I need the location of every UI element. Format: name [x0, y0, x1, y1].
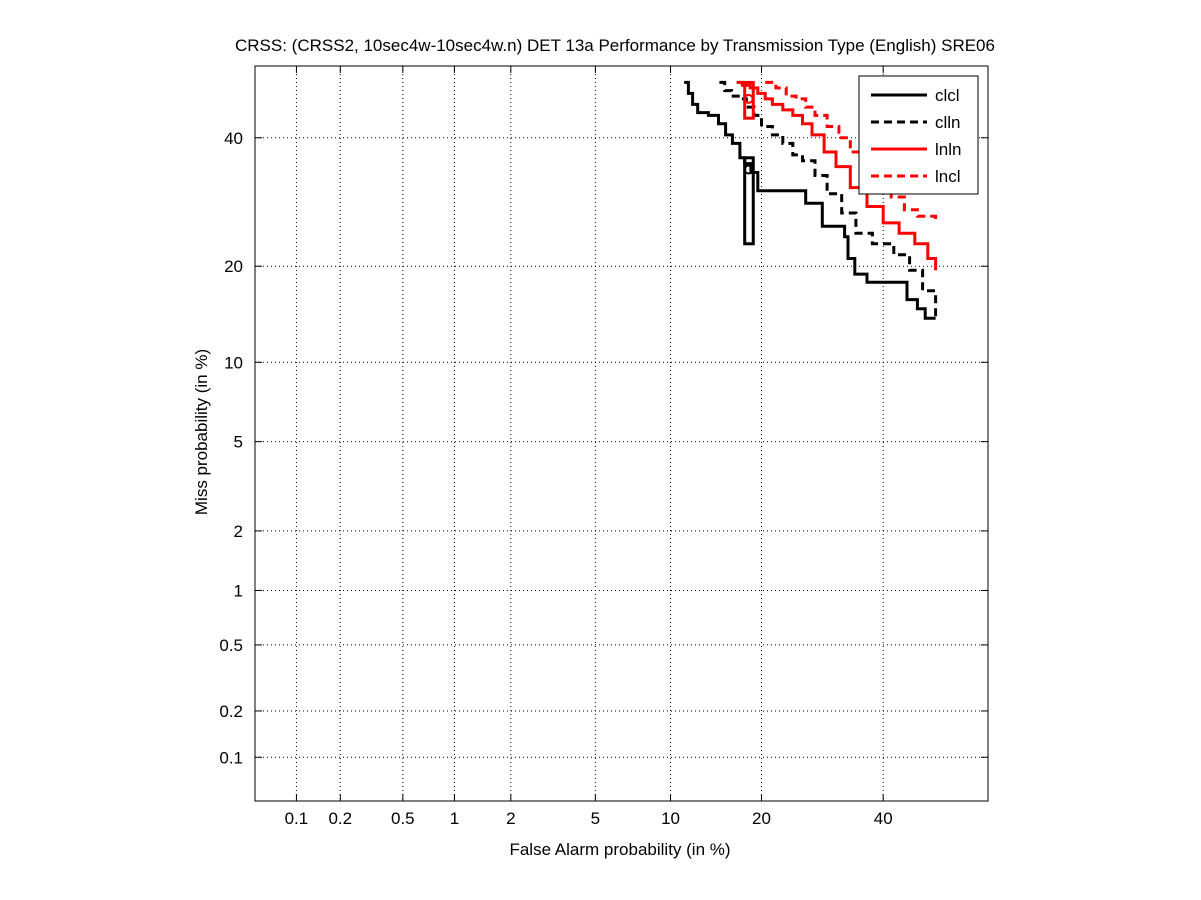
y-tick-label: 10	[224, 353, 243, 372]
x-tick-label: 40	[874, 809, 893, 828]
series-line-lncl	[765, 80, 938, 223]
operating-point-marker-lnln	[743, 93, 754, 104]
operating-point-marker-clcl	[743, 164, 754, 175]
y-axis-ticks: 0.1 0.2 0.5 1 2 5 10 20 40	[219, 129, 988, 767]
operating-point-layer	[743, 80, 755, 246]
y-tick-label: 20	[224, 257, 243, 276]
series-line-clln	[719, 80, 938, 319]
y-tick-label: 0.2	[219, 702, 243, 721]
y-tick-label: 40	[224, 129, 243, 148]
x-tick-label: 0.5	[391, 809, 415, 828]
series-line-clcl	[684, 80, 936, 320]
x-axis-label: False Alarm probability (in %)	[509, 840, 730, 859]
x-tick-label: 0.1	[285, 809, 309, 828]
grid	[255, 66, 988, 801]
series-line-lnln	[736, 80, 938, 271]
y-tick-label: 0.5	[219, 636, 243, 655]
legend-label-lnln: lnln	[935, 140, 961, 159]
series-layer	[684, 80, 938, 320]
y-tick-label: 0.1	[219, 748, 243, 767]
y-tick-label: 2	[234, 522, 243, 541]
operating-point-box-clcl	[743, 156, 755, 246]
y-tick-label: 5	[234, 433, 243, 452]
chart-title: CRSS: (CRSS2, 10sec4w-10sec4w.n) DET 13a…	[235, 36, 995, 55]
x-axis-ticks: 0.1 0.2 0.5 1 2 5 10 20 40	[285, 66, 893, 828]
x-tick-label: 2	[506, 809, 515, 828]
x-tick-label: 10	[661, 809, 680, 828]
x-tick-label: 5	[591, 809, 600, 828]
y-tick-label: 1	[234, 581, 243, 600]
y-axis-label: Miss probability (in %)	[192, 349, 211, 515]
plot-frame	[254, 65, 989, 802]
x-tick-label: 20	[752, 809, 771, 828]
legend-label-lncl: lncl	[935, 167, 961, 186]
legend: clcl clln lnln lncl	[858, 75, 979, 195]
legend-label-clcl: clcl	[935, 86, 960, 105]
legend-label-clln: clln	[935, 113, 961, 132]
x-tick-label: 1	[450, 809, 459, 828]
x-tick-label: 0.2	[328, 809, 352, 828]
